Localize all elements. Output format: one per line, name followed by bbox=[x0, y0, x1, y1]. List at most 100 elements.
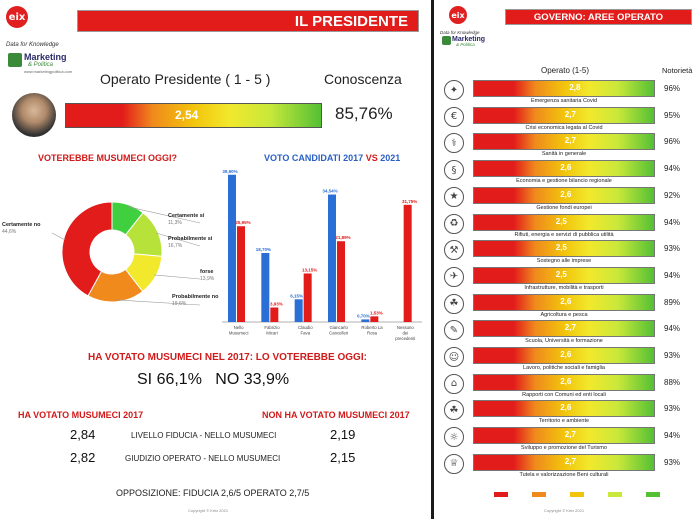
legend-swatch-5 bbox=[646, 492, 660, 497]
left-infographic: eix Data for Knowledge Marketing & Polit… bbox=[2, 6, 422, 513]
bar-label-2021-4: 21,89% bbox=[335, 235, 350, 240]
bar-2017-1 bbox=[228, 174, 236, 322]
donut-value-1: 11,3% bbox=[168, 220, 182, 226]
row-2-label: GIUDIZIO OPERATO - NELLO MUSUMECI bbox=[125, 454, 281, 463]
area-icon-14: ☼ bbox=[444, 427, 464, 448]
area-label-11: Lavoro, politiche sociali e famiglia bbox=[523, 365, 605, 371]
donut-slice-5 bbox=[61, 201, 113, 297]
area-bar-5: 2,6 bbox=[473, 186, 655, 204]
bar-label-2017-3: 6,15% bbox=[290, 293, 303, 298]
operato-bar bbox=[65, 103, 322, 128]
bar-2017-5 bbox=[361, 319, 370, 322]
bar-2021-2 bbox=[270, 307, 279, 322]
bar-category-3-line-2: Fava bbox=[301, 331, 311, 336]
area-bar-2: 2,7 bbox=[473, 106, 655, 124]
tagline-right: Data for Knowledge bbox=[440, 30, 480, 35]
area-notorieta-4: 94% bbox=[664, 164, 681, 174]
area-icon-10: ✎ bbox=[444, 320, 464, 341]
area-label-4: Economia e gestione bilancio regionale bbox=[516, 178, 612, 185]
area-icon-15: ♕ bbox=[444, 453, 464, 474]
bar-category-1-line-1: Nello bbox=[234, 325, 244, 330]
area-icon-2: € bbox=[444, 106, 464, 127]
bar-label-2017-1: 39,90% bbox=[222, 169, 237, 174]
donut-leader-4 bbox=[115, 299, 201, 306]
operato-value: 2,54 bbox=[175, 108, 199, 122]
area-icon-13: ☘ bbox=[444, 400, 464, 421]
area-icon-7: ⚒ bbox=[444, 240, 464, 261]
area-bar-8: 2,5 bbox=[473, 266, 655, 284]
logo-text: eix bbox=[8, 11, 26, 23]
area-notorieta-6: 94% bbox=[664, 217, 681, 227]
banner-title: IL PRESIDENTE bbox=[77, 10, 419, 32]
area-value-2: 2,7 bbox=[564, 109, 576, 119]
area-value-14: 2,7 bbox=[564, 430, 576, 440]
area-icon-3: ⚕ bbox=[444, 133, 464, 154]
bar-category-5-line-2: Rosa bbox=[367, 331, 378, 336]
donut-value-2: 16,7% bbox=[168, 243, 183, 249]
bar-category-6-line-1: Nessuno bbox=[397, 325, 415, 330]
area-bar-4: 2,6 bbox=[473, 160, 655, 178]
bar-label-2021-2: 3,93% bbox=[270, 301, 283, 306]
area-notorieta-7: 93% bbox=[664, 244, 681, 254]
bar-title-vs: VS bbox=[365, 153, 378, 163]
area-bar-15: 2,7 bbox=[473, 453, 655, 471]
area-bar-6: 2,5 bbox=[473, 213, 655, 231]
area-value-7: 2,5 bbox=[555, 243, 567, 253]
area-notorieta-5: 92% bbox=[664, 190, 681, 200]
area-label-15: Tutela e valorizzazione Beni culturali bbox=[519, 471, 609, 478]
copyright-left: Copyright © Keix 2021 bbox=[188, 508, 229, 513]
area-bar-10: 2,7 bbox=[473, 320, 655, 338]
col-operato-header: Operato (1-5) bbox=[541, 66, 590, 75]
area-notorieta-12: 88% bbox=[664, 377, 681, 387]
area-notorieta-3: 96% bbox=[664, 137, 681, 147]
panel-divider bbox=[431, 0, 434, 519]
donut-value-4: 19,6% bbox=[172, 301, 187, 307]
bar-2021-3 bbox=[303, 273, 312, 322]
politica-text: & Politica bbox=[28, 62, 54, 68]
opposizione-text: OPPOSIZIONE: FIDUCIA 2,6/5 OPERATO 2,7/5 bbox=[116, 488, 310, 498]
area-notorieta-2: 95% bbox=[664, 110, 681, 120]
area-label-6: Rifiuti, energia e servizi di pubblica u… bbox=[514, 231, 614, 238]
area-label-8: Infrastrutture, mobilità e trasporti bbox=[524, 284, 604, 291]
bar-label-2021-3: 13,15% bbox=[302, 267, 317, 272]
area-value-13: 2,6 bbox=[560, 403, 572, 413]
ha-votato-title: HA VOTATO MUSUMECI NEL 2017: LO VOTEREBB… bbox=[88, 352, 367, 363]
area-bar-1: 2,8 bbox=[473, 80, 655, 97]
conoscenza-label: Conoscenza bbox=[324, 71, 402, 87]
bar-2017-4 bbox=[328, 194, 336, 322]
bar-2017-3 bbox=[294, 299, 303, 322]
logo-text-right: eix bbox=[451, 10, 465, 20]
area-label-7: Sostegno alle imprese bbox=[536, 258, 592, 265]
area-icon-12: ⌂ bbox=[444, 373, 464, 394]
bar-category-6-line-2: dei bbox=[402, 331, 408, 336]
donut-leader-1 bbox=[127, 206, 201, 224]
keix-logo-right: eix bbox=[449, 6, 467, 24]
bar-label-2021-5: 1,53% bbox=[370, 310, 383, 315]
area-notorieta-8: 94% bbox=[664, 270, 681, 280]
bar-title-part-b: 2021 bbox=[380, 153, 401, 163]
conoscenza-value: 85,76% bbox=[335, 104, 393, 123]
area-label-5: Gestione fondi europei bbox=[536, 204, 592, 211]
area-label-13: Territorio e ambiente bbox=[538, 418, 590, 425]
area-label-3: Sanità in generale bbox=[541, 151, 587, 158]
area-value-1: 2,8 bbox=[569, 83, 581, 92]
bar-2021-5 bbox=[370, 316, 379, 322]
area-icon-6: ♻ bbox=[444, 213, 464, 234]
row-2-a: 2,82 bbox=[70, 450, 96, 465]
area-value-3: 2,7 bbox=[564, 136, 576, 146]
area-bar-11: 2,6 bbox=[473, 347, 655, 364]
bar-label-2021-1: 25,95% bbox=[235, 220, 250, 225]
donut-leader-3 bbox=[154, 274, 201, 280]
row-2-b: 2,15 bbox=[330, 450, 356, 465]
si-no-result: SI 66,1% NO 33,9% bbox=[137, 371, 290, 388]
area-notorieta-10: 94% bbox=[664, 324, 681, 334]
col-notorieta-header: Notorietà bbox=[662, 66, 693, 75]
donut-title: VOTEREBBE MUSUMECI OGGI? bbox=[38, 153, 178, 163]
legend-swatch-2 bbox=[532, 492, 546, 497]
tagline: Data for Knowledge bbox=[6, 42, 59, 48]
area-notorieta-9: 89% bbox=[664, 297, 681, 307]
area-notorieta-11: 93% bbox=[664, 351, 681, 360]
area-notorieta-1: 96% bbox=[664, 84, 681, 93]
area-label-10: Scuola, Università e formazione bbox=[525, 338, 603, 345]
